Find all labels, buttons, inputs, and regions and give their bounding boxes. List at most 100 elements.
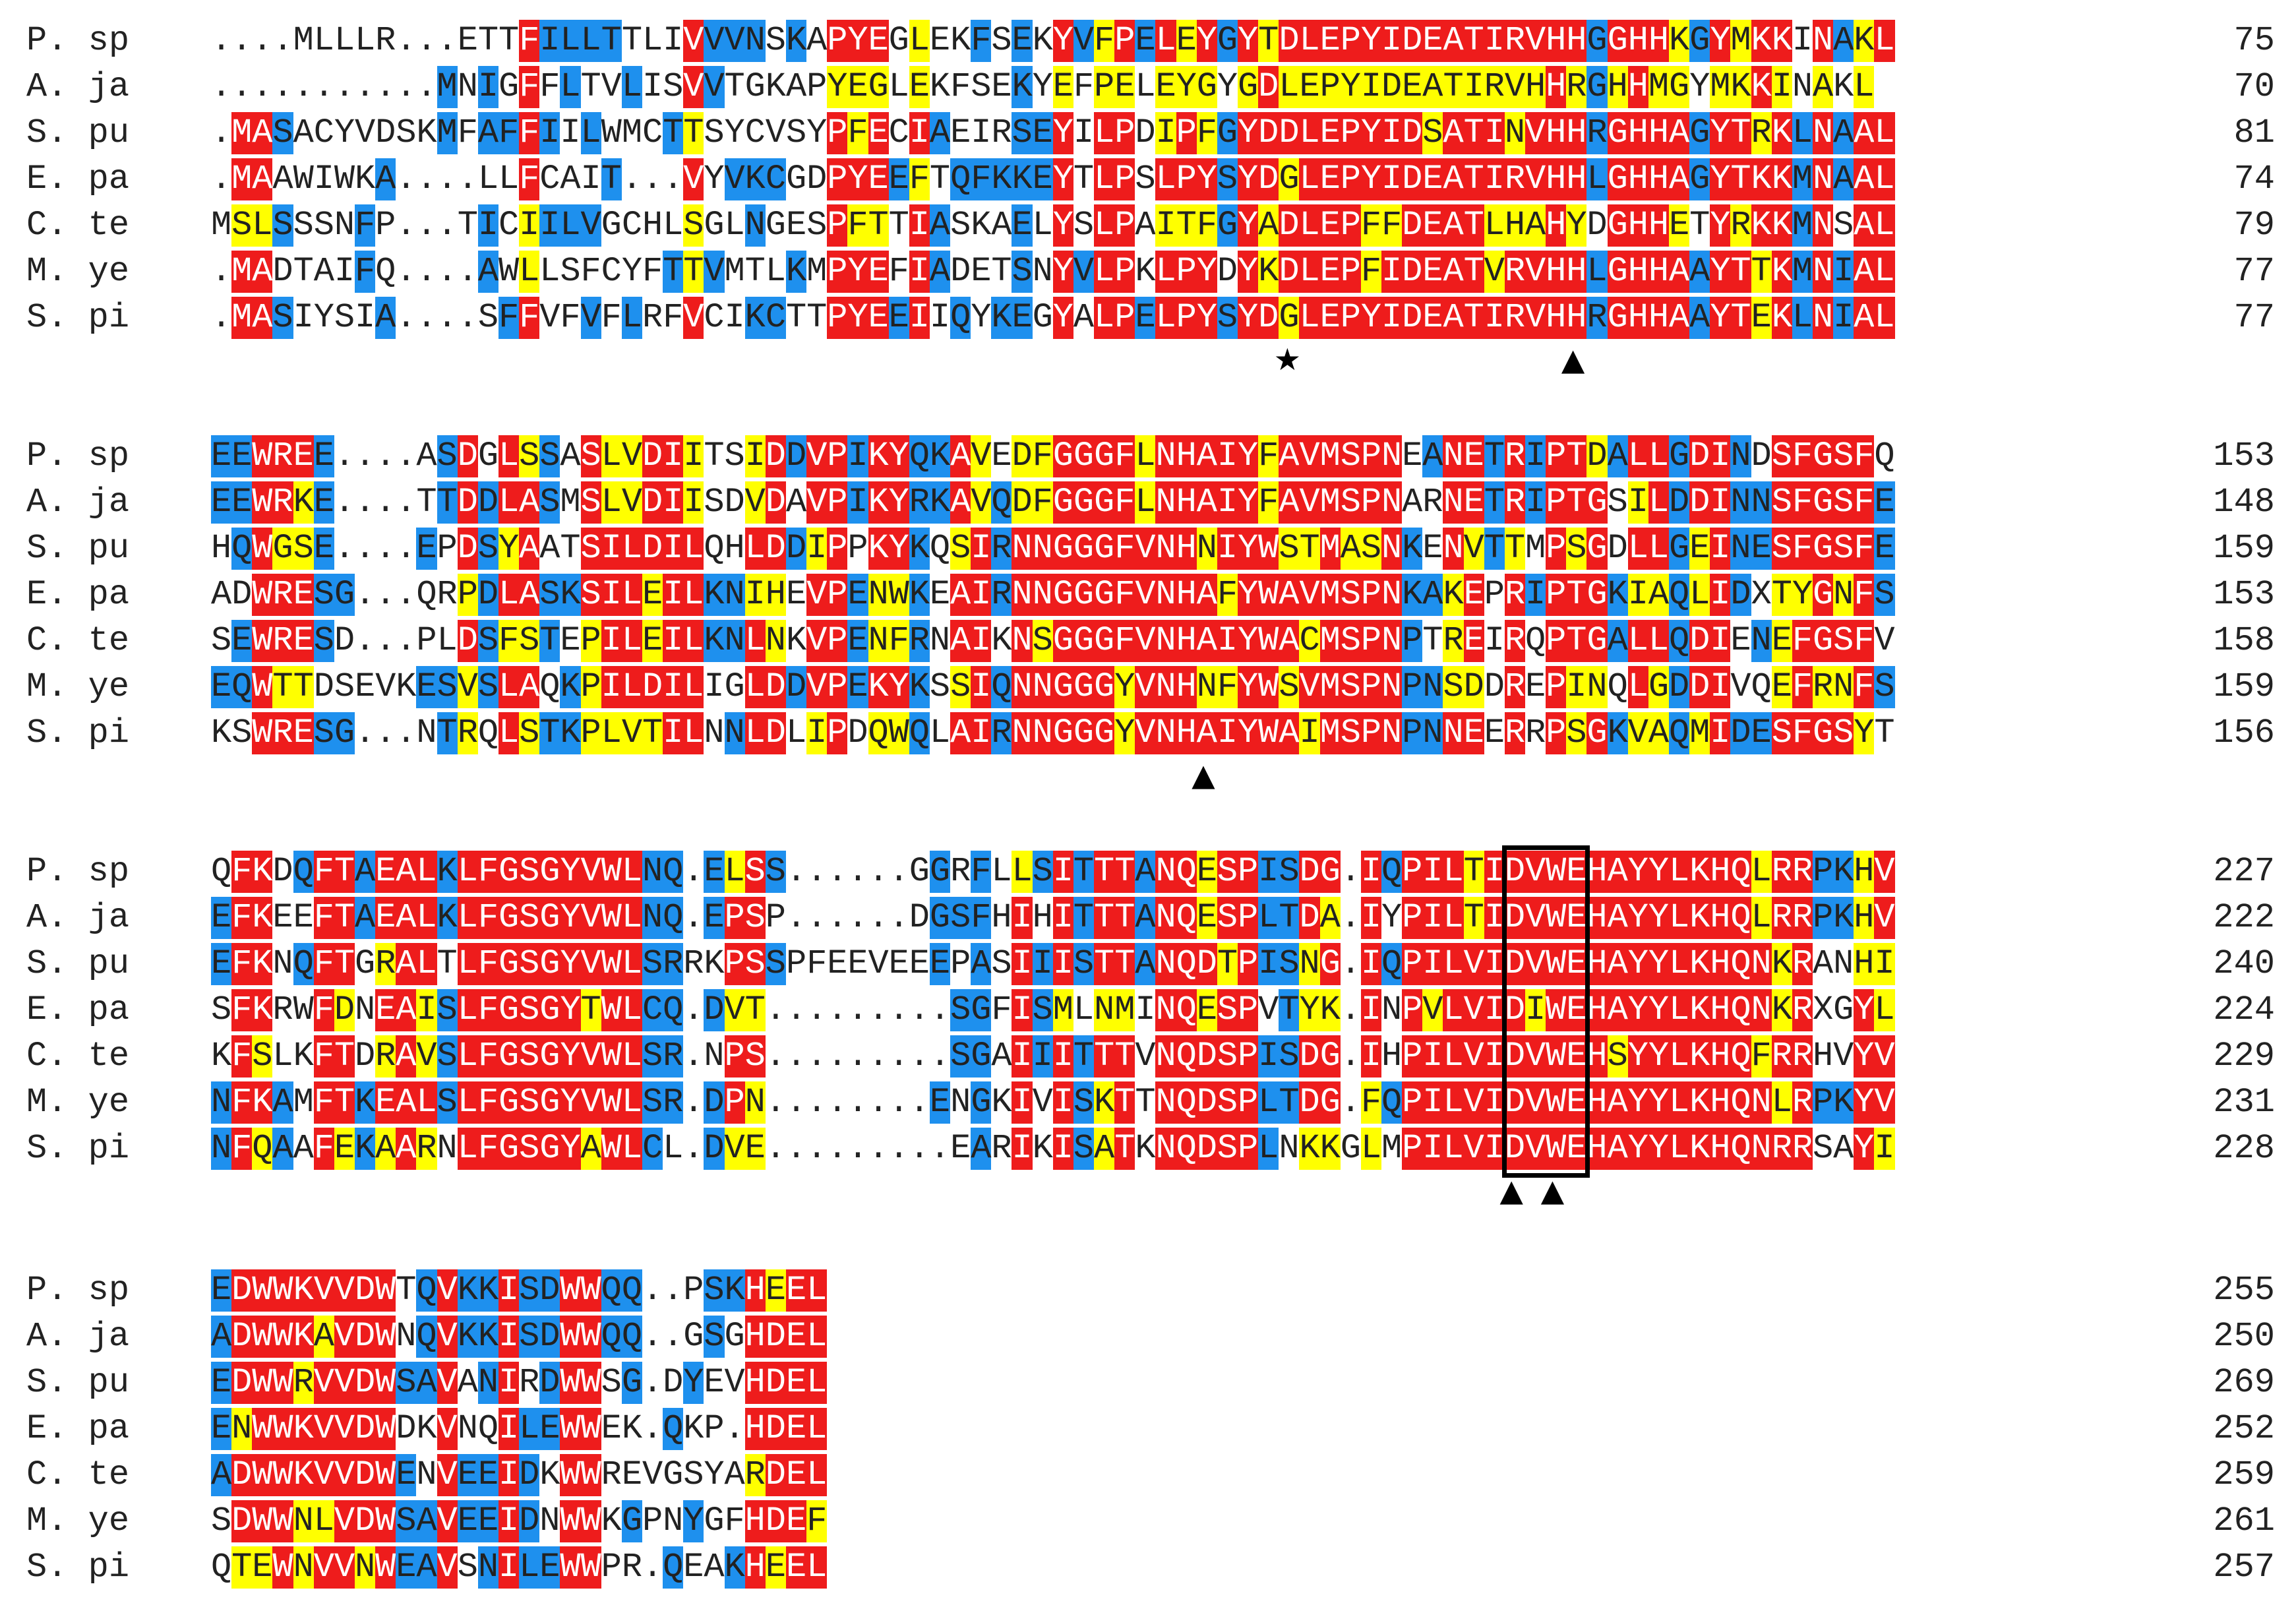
sequence-row: C. te S E W R E S D... P L D S F S T E P I L E I L K N L N K V P E N F R… [0, 620, 2296, 662]
residue: F [806, 944, 828, 983]
residue: T [1217, 943, 1238, 985]
residue: T [1114, 897, 1135, 939]
residue: I [847, 435, 868, 477]
residue: N [477, 1362, 498, 1404]
residue: N [1751, 1081, 1772, 1124]
residue: L [560, 20, 581, 62]
residue: E [785, 206, 807, 245]
residue: S [437, 1081, 458, 1124]
residue: V [1504, 66, 1525, 108]
residue: G [272, 528, 293, 570]
residue: D [1012, 435, 1033, 477]
residue: A [1854, 204, 1874, 247]
residue: P [827, 528, 847, 570]
residue: K [991, 158, 1012, 200]
residue: T [1422, 621, 1443, 660]
residue: E [785, 1316, 806, 1358]
residue: P [1114, 251, 1135, 293]
residue: . [765, 1037, 787, 1076]
residue: D [847, 713, 868, 752]
residue: L [621, 528, 642, 570]
residue: S [1217, 1035, 1238, 1078]
residue: K [539, 1455, 560, 1494]
residue: I [1135, 990, 1156, 1029]
residue: F [1258, 435, 1279, 477]
residue: E [704, 851, 725, 893]
residue: . [785, 852, 807, 891]
residue: I [1381, 158, 1402, 200]
residue: Q [477, 713, 499, 752]
residue: E [621, 1455, 643, 1494]
residue: G [1668, 66, 1689, 108]
residue: K [1012, 66, 1033, 108]
residue: H [1586, 1081, 1608, 1124]
residue: H [1854, 943, 1874, 985]
residue: S [1443, 666, 1464, 708]
residue: H [744, 1546, 766, 1589]
residue: Q [1730, 851, 1751, 893]
residue: Q [375, 252, 396, 291]
residue: Q [621, 1269, 642, 1312]
residue: Y [1710, 158, 1730, 200]
residue: S [950, 666, 971, 708]
residue: N [1812, 112, 1833, 154]
residue: . [396, 160, 417, 198]
residue: S [519, 851, 539, 893]
residue: T [1279, 1081, 1300, 1124]
residue: Q [1381, 1081, 1402, 1124]
residue: S [396, 1500, 416, 1542]
residue: Y [1710, 112, 1730, 154]
residue: L [354, 21, 376, 60]
residue: D [231, 1316, 252, 1358]
residue: E [477, 1500, 498, 1542]
residue: A [1443, 20, 1464, 62]
residue: E [1566, 1128, 1587, 1170]
residue: H [1710, 1035, 1730, 1078]
residue: N [1155, 712, 1176, 754]
residue: A [1648, 712, 1669, 754]
residue: G [1812, 574, 1833, 616]
sequence-row: S. pu. M A S A C Y V D S K M F A F F I I L W M C T T S Y C V S Y P F E C I… [0, 112, 2296, 154]
residue: E [683, 1548, 704, 1587]
species-label: M. ye [26, 667, 130, 706]
residue: W [252, 574, 273, 616]
residue: N [1812, 158, 1833, 200]
residue: N [1730, 435, 1751, 477]
residue: S [1279, 943, 1300, 985]
residue: I [1525, 435, 1546, 477]
residue: E [1484, 713, 1505, 752]
residue: I [1422, 851, 1443, 893]
residue: Y [1238, 481, 1258, 524]
residue: V [580, 897, 601, 939]
residue: H [724, 529, 745, 568]
residue: L [539, 252, 560, 291]
position-number: 269 [2213, 1363, 2275, 1402]
residue: V [621, 435, 642, 477]
residue: V [724, 1363, 745, 1402]
residue: Y [1238, 435, 1258, 477]
residue: N [334, 206, 355, 245]
residue: Q [663, 1408, 683, 1450]
residue: E [868, 112, 889, 154]
residue: N [1032, 252, 1053, 291]
residue: D [1402, 112, 1422, 154]
residue: L [252, 204, 273, 247]
residue: I [663, 21, 684, 60]
residue: S [806, 206, 828, 245]
residue: E [1319, 112, 1341, 154]
residue: D [1279, 20, 1300, 62]
residue: N [744, 204, 766, 247]
residue: E [211, 943, 231, 985]
residue: Q [1730, 1128, 1751, 1170]
residue: . [929, 990, 951, 1029]
residue: . [293, 67, 314, 106]
residue: I [1258, 851, 1279, 893]
residue: G [498, 1081, 519, 1124]
residue: P [806, 67, 828, 106]
residue: G [724, 1317, 745, 1356]
residue: N [1422, 666, 1443, 708]
residue: P [827, 251, 847, 293]
residue: Y [683, 1362, 704, 1404]
residue: L [1874, 204, 1895, 247]
